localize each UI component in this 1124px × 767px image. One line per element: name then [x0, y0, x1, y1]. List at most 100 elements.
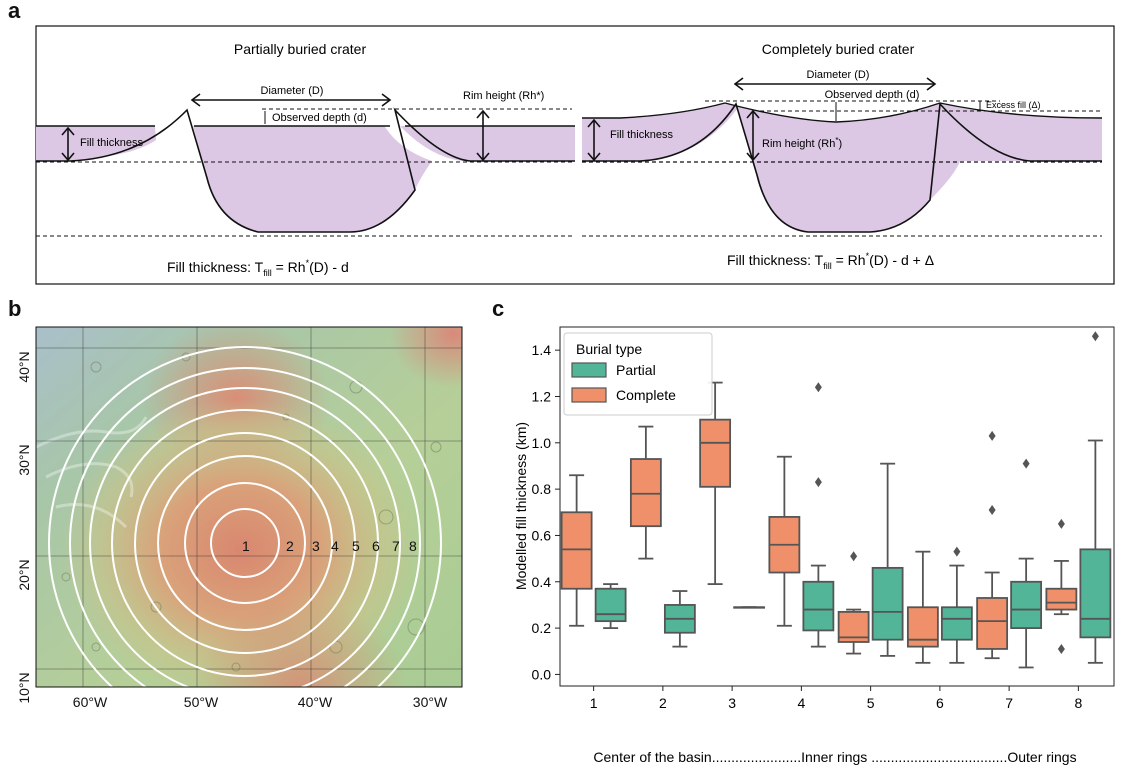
y-tick-label: 0.0 — [532, 666, 552, 682]
partial-fill-left — [36, 126, 156, 161]
complete-crater-diagram: Completely buried crater Diameter (D) Ob… — [582, 41, 1103, 271]
x-tick-label: 1 — [590, 695, 598, 711]
box-partial-4 — [802, 382, 835, 648]
partial-diameter-arrowhead-right — [381, 93, 392, 107]
panel-a-letter: a — [8, 0, 21, 23]
panel-c-letter: c — [492, 296, 505, 321]
box-iqr — [871, 566, 904, 641]
outlier-marker — [953, 546, 961, 557]
partial-depth-label: Observed depth (d) — [272, 112, 367, 124]
x-tick-label: 3 — [728, 695, 736, 711]
box-iqr — [560, 511, 593, 590]
box-complete-4 — [768, 455, 801, 627]
boxes — [560, 331, 1112, 669]
box-complete-7 — [976, 430, 1009, 660]
box-iqr — [940, 606, 973, 641]
complete-title: Completely buried crater — [762, 41, 915, 57]
x-tick-label: 8 — [1074, 695, 1082, 711]
outlier-marker — [850, 551, 858, 562]
y-tick-label: 1.0 — [532, 435, 552, 451]
partial-title: Partially buried crater — [234, 41, 367, 57]
panel-a-diagram: Partially buried crater Diameter (D) Obs… — [35, 25, 1115, 285]
complete-crater-profile — [582, 102, 1102, 233]
partial-fill-label: Fill thickness — [80, 137, 143, 149]
box-partial-1 — [594, 583, 627, 629]
box-partial-8 — [1079, 331, 1112, 664]
x-tick-label: 5 — [867, 695, 875, 711]
box-complete-3 — [699, 381, 732, 585]
x-tick-label: 6 — [936, 695, 944, 711]
complete-rim-label: Rim height (Rh*) — [762, 136, 842, 150]
complete-fill — [582, 103, 1102, 232]
complete-excess-label: Excess fill (Δ) — [986, 100, 1041, 110]
complete-fill-surface — [582, 102, 1103, 123]
y-tick-label: 0.4 — [532, 574, 552, 590]
partial-rim-label: Rim height (Rh*) — [463, 90, 544, 102]
outlier-marker — [1057, 643, 1065, 654]
outlier-marker — [814, 477, 822, 488]
complete-diameter-arrowhead-right — [926, 77, 937, 91]
y-tick-label: 1.2 — [532, 388, 552, 404]
box-partial-6 — [940, 546, 973, 664]
partial-crater-profile — [36, 107, 575, 233]
chart-xlabel: Center of the basin.....................… — [593, 749, 1076, 765]
complete-diameter-arrowhead-left — [733, 77, 744, 91]
partial-rim-arrowhead-bottom — [476, 152, 490, 162]
partial-fill-arrowhead-top — [61, 126, 75, 136]
complete-formula: Fill thickness: Tfill = Rh*(D) - d + Δ — [727, 251, 934, 271]
y-ticks: 0.0 0.2 0.4 0.6 0.8 1.0 1.2 1.4 — [532, 342, 560, 682]
partial-formula: Fill thickness: Tfill = Rh*(D) - d — [167, 258, 349, 278]
box-iqr — [594, 587, 627, 623]
complete-fill-arrowhead-top — [587, 118, 601, 128]
box-complete-5 — [837, 551, 870, 655]
box-partial-3 — [733, 606, 766, 609]
box-iqr — [976, 597, 1009, 650]
outlier-marker — [1022, 458, 1030, 469]
box-partial-7 — [1010, 458, 1043, 669]
partial-rim-arrowhead-top — [476, 109, 490, 119]
outlier-marker — [988, 430, 996, 441]
y-tick-label: 0.6 — [532, 527, 552, 543]
complete-rim-arrowhead-bottom — [746, 152, 760, 162]
box-partial-2 — [663, 590, 696, 648]
partial-crater-diagram: Partially buried crater Diameter (D) Obs… — [36, 41, 575, 278]
box-iqr — [1010, 580, 1043, 629]
x-ticks: 1 2 3 4 5 6 7 8 — [590, 686, 1082, 711]
y-tick-label: 0.2 — [532, 620, 552, 636]
box-partial-5 — [871, 462, 904, 657]
box-complete-8 — [1045, 518, 1078, 654]
box-iqr — [1079, 548, 1112, 639]
legend-label-complete: Complete — [616, 387, 676, 403]
partial-fill-crater — [193, 126, 462, 232]
partial-diameter-label: Diameter (D) — [261, 85, 324, 97]
outlier-marker — [814, 382, 822, 393]
chart-ylabel: Modelled fill thickness (km) — [513, 422, 529, 590]
x-tick-label: 2 — [659, 695, 667, 711]
y-tick-label: 1.4 — [532, 342, 552, 358]
complete-diameter-label: Diameter (D) — [807, 69, 870, 81]
complete-rim-arrowhead-top — [746, 109, 760, 119]
box-iqr — [802, 580, 835, 632]
chart-legend: Burial type Partial Complete — [563, 332, 713, 416]
box-complete-6 — [906, 550, 939, 664]
legend-swatch-partial — [571, 362, 607, 378]
x-tick-label: 4 — [797, 695, 805, 711]
legend-swatch-complete — [571, 387, 607, 403]
complete-fill-label: Fill thickness — [610, 129, 673, 141]
box-iqr — [629, 458, 662, 528]
box-iqr — [906, 606, 939, 648]
outlier-marker — [1091, 331, 1099, 342]
legend-title: Burial type — [576, 341, 642, 357]
panel-b-letter: b — [8, 296, 22, 321]
x-tick-label: 7 — [1005, 695, 1013, 711]
chart-frame — [559, 326, 1115, 687]
partial-diameter-arrowhead-left — [190, 93, 201, 107]
complete-fill-arrowhead-bottom — [587, 152, 601, 162]
partial-fill-arrowhead-bottom — [61, 152, 75, 162]
box-complete-2 — [629, 425, 662, 560]
legend-label-partial: Partial — [616, 362, 656, 378]
outlier-marker — [1057, 518, 1065, 529]
outlier-marker — [988, 504, 996, 515]
complete-depth-label: Observed depth (d) — [825, 89, 920, 101]
